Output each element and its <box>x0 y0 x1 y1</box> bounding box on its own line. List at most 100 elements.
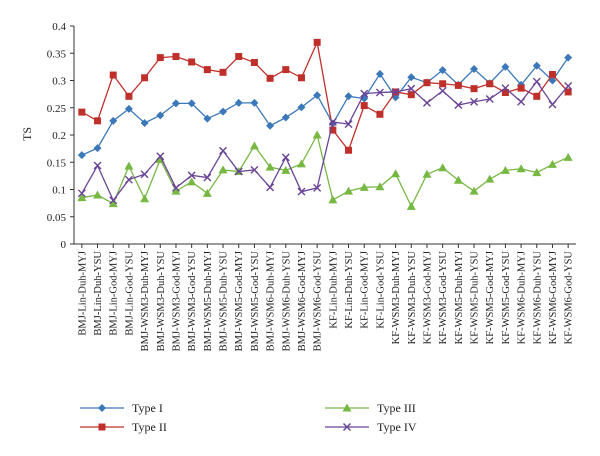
data-point <box>77 189 86 198</box>
data-point <box>375 88 384 97</box>
data-point <box>249 141 259 150</box>
data-point <box>313 38 321 46</box>
x-tick-label: BMJ-WSM5-God-YSU <box>250 251 261 352</box>
data-point <box>218 165 228 174</box>
x-tick-label: BMJ-WSM5-Duh-YSU <box>219 251 230 352</box>
data-point <box>250 165 259 174</box>
data-point <box>485 95 494 104</box>
x-tick-label: BMJ-WSM3-God-MYJ <box>171 251 182 351</box>
x-tick-label: KF-Lin-Duh-MYJ <box>328 251 339 329</box>
data-point <box>532 168 542 177</box>
data-point <box>359 182 369 191</box>
data-point <box>188 58 196 66</box>
data-point <box>312 130 322 139</box>
data-point <box>391 87 400 96</box>
data-point <box>266 121 275 130</box>
data-point <box>454 101 463 110</box>
x-tick-label: BMJ-Lin-Duh-MYJ <box>77 251 88 336</box>
data-point <box>422 169 432 178</box>
x-tick-label: BMJ-Lin-God-YSU <box>124 251 135 336</box>
axes <box>73 26 576 245</box>
data-point <box>187 171 196 180</box>
data-point <box>171 186 181 195</box>
x-tick-label: KF-WSM3-Duh-MYJ <box>391 251 402 344</box>
data-point <box>235 53 243 61</box>
data-point <box>109 116 118 125</box>
y-tick-label: 0 <box>61 239 67 251</box>
data-point <box>187 99 196 108</box>
data-point <box>360 89 369 98</box>
data-point <box>564 88 572 96</box>
data-point <box>501 84 510 93</box>
data-point <box>485 174 495 183</box>
data-point <box>439 80 447 88</box>
data-point <box>297 187 306 196</box>
data-point <box>109 71 117 79</box>
data-point <box>93 144 102 153</box>
data-point <box>140 119 149 128</box>
data-point <box>344 186 354 195</box>
data-point <box>94 117 102 125</box>
series-line <box>81 133 569 208</box>
y-tick-label: 0.2 <box>52 130 66 142</box>
data-point <box>500 165 510 174</box>
x-tick-label: KF-WSM6-God-YSU <box>564 251 575 345</box>
data-point <box>438 66 447 75</box>
data-point <box>532 77 541 86</box>
data-point <box>265 162 275 171</box>
x-tick-label: KF-WSM6-God-MYJ <box>548 251 559 344</box>
data-point <box>171 99 180 108</box>
x-tick-label: BMJ-WSM3-Duh-MYJ <box>140 251 151 351</box>
legend-label: Type III <box>377 401 416 415</box>
data-point <box>297 74 305 82</box>
x-tick-label: KF-WSM6-Duh-YSU <box>532 251 543 345</box>
data-point <box>124 175 133 184</box>
data-point <box>219 68 227 76</box>
legend-item-type-iii: Type III <box>325 401 416 415</box>
series-line <box>81 40 569 152</box>
data-point <box>360 102 368 110</box>
x-tick-label: BMJ-WSM3-God-YSU <box>187 251 198 352</box>
data-point <box>469 186 479 195</box>
y-axis-ticks: 0 0.05 0.1 0.15 0.2 0.25 0.3 0.35 0.4 <box>47 21 74 251</box>
x-tick-label: KF-WSM5-Duh-MYJ <box>454 251 465 344</box>
y-tick-label: 0.1 <box>52 185 66 197</box>
data-point <box>486 80 494 88</box>
data-point <box>141 74 149 82</box>
series-type-iv <box>77 77 573 205</box>
data-point <box>438 163 448 172</box>
data-point <box>344 120 353 129</box>
x-tick-label: KF-WSM3-God-MYJ <box>422 251 433 344</box>
data-point <box>313 183 322 192</box>
x-tick-label: KF-WSM5-Duh-YSU <box>470 251 481 345</box>
data-point <box>547 159 557 168</box>
data-point <box>453 175 463 184</box>
data-point <box>422 98 431 107</box>
legend-item-type-ii: Type II <box>80 420 167 434</box>
x-axis-ticks: BMJ-Lin-Duh-MYJ BMJ-Lin-Duh-YSU BMJ-Lin-Go… <box>77 244 575 352</box>
data-point <box>406 201 416 210</box>
data-point <box>124 161 134 170</box>
y-tick-label: 0.05 <box>47 212 67 224</box>
series-line <box>81 80 569 202</box>
data-point <box>93 161 102 170</box>
data-point <box>98 423 106 431</box>
data-point <box>548 71 556 79</box>
data-point <box>140 194 150 203</box>
y-tick-label: 0.15 <box>47 157 67 169</box>
legend-item-type-iv: Type IV <box>325 420 417 434</box>
series-line <box>81 57 569 156</box>
data-point <box>470 97 479 106</box>
x-tick-label: BMJ-Lin-Duh-YSU <box>93 251 104 336</box>
data-point <box>93 190 103 199</box>
data-point <box>234 98 243 107</box>
data-point <box>501 88 509 96</box>
data-point <box>281 153 290 162</box>
data-point <box>172 53 180 61</box>
data-point <box>407 91 415 99</box>
data-point <box>171 183 180 192</box>
data-point <box>77 151 86 160</box>
data-point <box>77 193 87 202</box>
data-point <box>516 164 526 173</box>
